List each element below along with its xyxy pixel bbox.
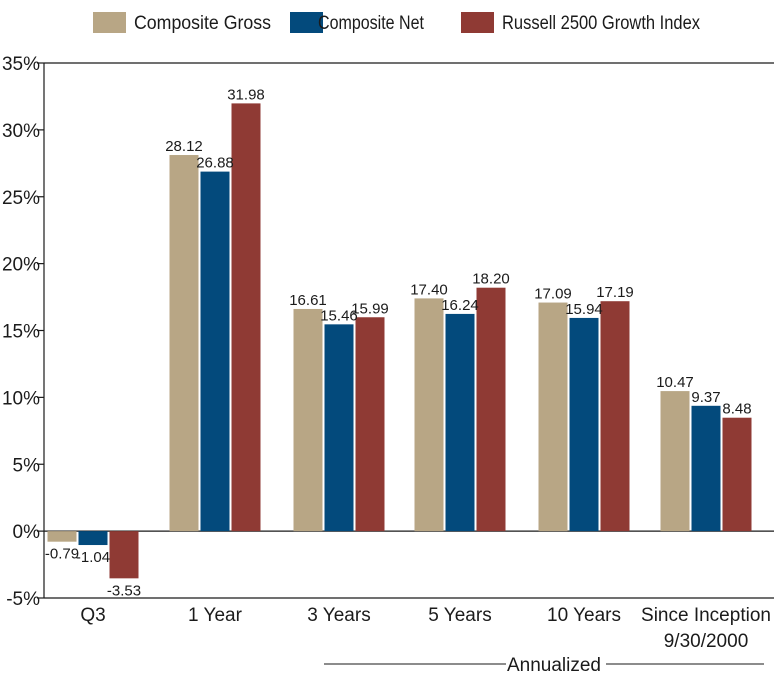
data-label-0-1: 28.12 [165,138,203,155]
data-label-2-5: 8.48 [722,401,751,418]
bar-2-3 [476,287,506,532]
data-label-0-2: 16.61 [289,292,327,309]
data-label-1-1: 26.88 [196,155,234,172]
x-tick-label-3: 5 Years [428,605,491,626]
bar-1-4 [569,317,599,532]
data-label-2-4: 17.19 [596,284,634,301]
legend-swatch-1 [290,12,323,33]
bar-0-0 [47,531,77,542]
bar-2-0 [109,531,139,579]
bar-2-4 [600,301,630,532]
y-tick-label-1: 0% [13,522,41,543]
bar-1-5 [691,405,721,532]
data-label-0-4: 17.09 [534,286,572,303]
y-tick-label-2: 5% [13,455,41,476]
y-tick-label-3: 10% [2,388,40,409]
legend-label-2: Russell 2500 Growth Index [502,13,700,34]
bars [47,103,752,579]
legend: Composite Gross Composite Net Russell 2500… [93,12,700,34]
bar-1-1 [200,171,230,532]
data-label-2-2: 15.99 [351,300,389,317]
bar-1-2 [324,324,354,532]
annualized-label: Annualized [507,655,601,675]
y-tick-label-7: 30% [2,121,40,142]
data-labels: -0.79 28.12 16.61 17.40 17.09 10.47 -1.04 26.88… [45,86,752,599]
data-label-0-0: -0.79 [45,546,79,563]
x-tick-label-5-line-0: Since Inception [641,605,771,626]
legend-label-0: Composite Gross [134,13,271,34]
data-label-1-2: 15.46 [320,307,358,324]
legend-label-1: Composite Net [318,13,425,34]
data-label-0-5: 10.47 [656,374,694,391]
data-label-1-5: 9.37 [691,389,720,406]
y-tick-label-8: 35% [2,54,40,75]
data-label-1-0: -1.04 [76,549,110,566]
bar-0-4 [538,302,568,532]
bar-0-5 [660,391,690,532]
data-label-1-4: 15.94 [565,301,603,318]
bar-1-3 [445,313,475,532]
bar-0-1 [169,155,199,532]
legend-swatch-2 [461,12,494,33]
y-tick-label-0: -5% [6,589,40,610]
bar-1-0 [78,531,108,546]
y-tick-label-4: 15% [2,322,40,343]
bar-2-1 [231,103,261,532]
x-tick-label-1: 1 Year [188,605,243,626]
bar-0-2 [293,308,323,532]
bar-0-3 [414,298,444,532]
data-label-2-1: 31.98 [227,86,265,103]
data-label-0-3: 17.40 [410,281,448,298]
data-label-2-3: 18.20 [472,271,510,288]
data-label-1-3: 16.24 [441,297,479,314]
x-tick-label-0: Q3 [80,605,105,626]
x-tick-label-2: 3 Years [307,605,370,626]
y-tick-label-6: 25% [2,188,40,209]
bar-2-2 [355,317,385,532]
bar-2-5 [722,417,752,532]
y-tick-label-5: 20% [2,255,40,276]
axes: -5% 0% 5% 10% 15% 20% 25% 30% 35% Q3 1 Year 3 Years… [2,54,774,652]
x-tick-label-5-line-1: 9/30/2000 [664,631,749,652]
data-label-2-0: -3.53 [107,582,141,599]
x-tick-label-4: 10 Years [547,605,621,626]
annualized-annotation: Annualized [324,655,764,675]
legend-swatch-0 [93,12,126,33]
